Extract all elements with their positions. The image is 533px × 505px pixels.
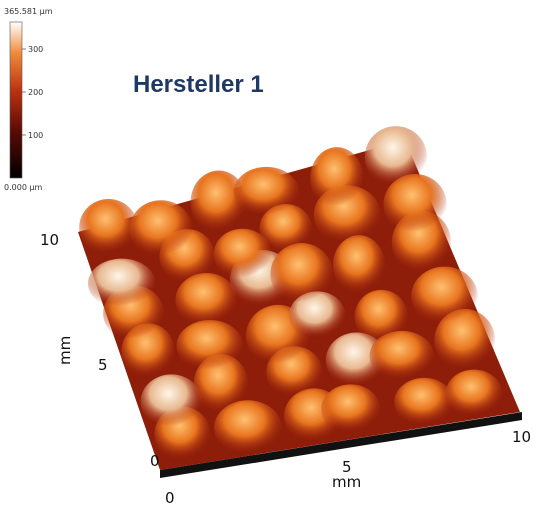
title: Hersteller 1 [133,71,264,98]
surface-bump [310,147,364,210]
colorbar-max: 365.581 µm [4,7,53,16]
surface-bump [394,377,455,427]
y-mid: 5 [98,356,108,374]
surface-bump [87,258,156,309]
colorbar [9,21,23,179]
surface-bump [364,126,427,188]
surface-bump [214,400,282,456]
base [160,412,522,478]
x-unit: mm [332,473,361,491]
colorbar-tick-label: 100 [28,131,43,140]
y-min: 0 [150,452,160,470]
surface-bump [190,170,247,234]
surface-bump [213,228,272,281]
x-mid: 5 [342,458,352,476]
x-max: 10 [512,428,531,446]
surface-bump [79,199,138,256]
surface-bump [129,200,193,259]
surface-bump [140,374,203,429]
surface-bump [233,166,300,218]
colorbar-tick-label: 200 [28,88,43,97]
surface-bump [175,272,238,328]
colorbar-tick-label: 300 [28,45,43,54]
colorbar-min: 0.000 µm [4,183,43,192]
surface-bump [176,320,244,372]
surface-bump [270,243,333,305]
surface-bump [321,384,381,434]
surface-bump [383,174,447,235]
surface-bump [332,235,386,296]
surface-bump [411,266,478,326]
surface-bump [445,369,503,419]
x-min: 0 [165,489,175,505]
surface-bump [325,332,388,389]
y-unit: mm [56,336,74,365]
y-max: 10 [40,231,59,249]
surface-bump [354,289,408,345]
